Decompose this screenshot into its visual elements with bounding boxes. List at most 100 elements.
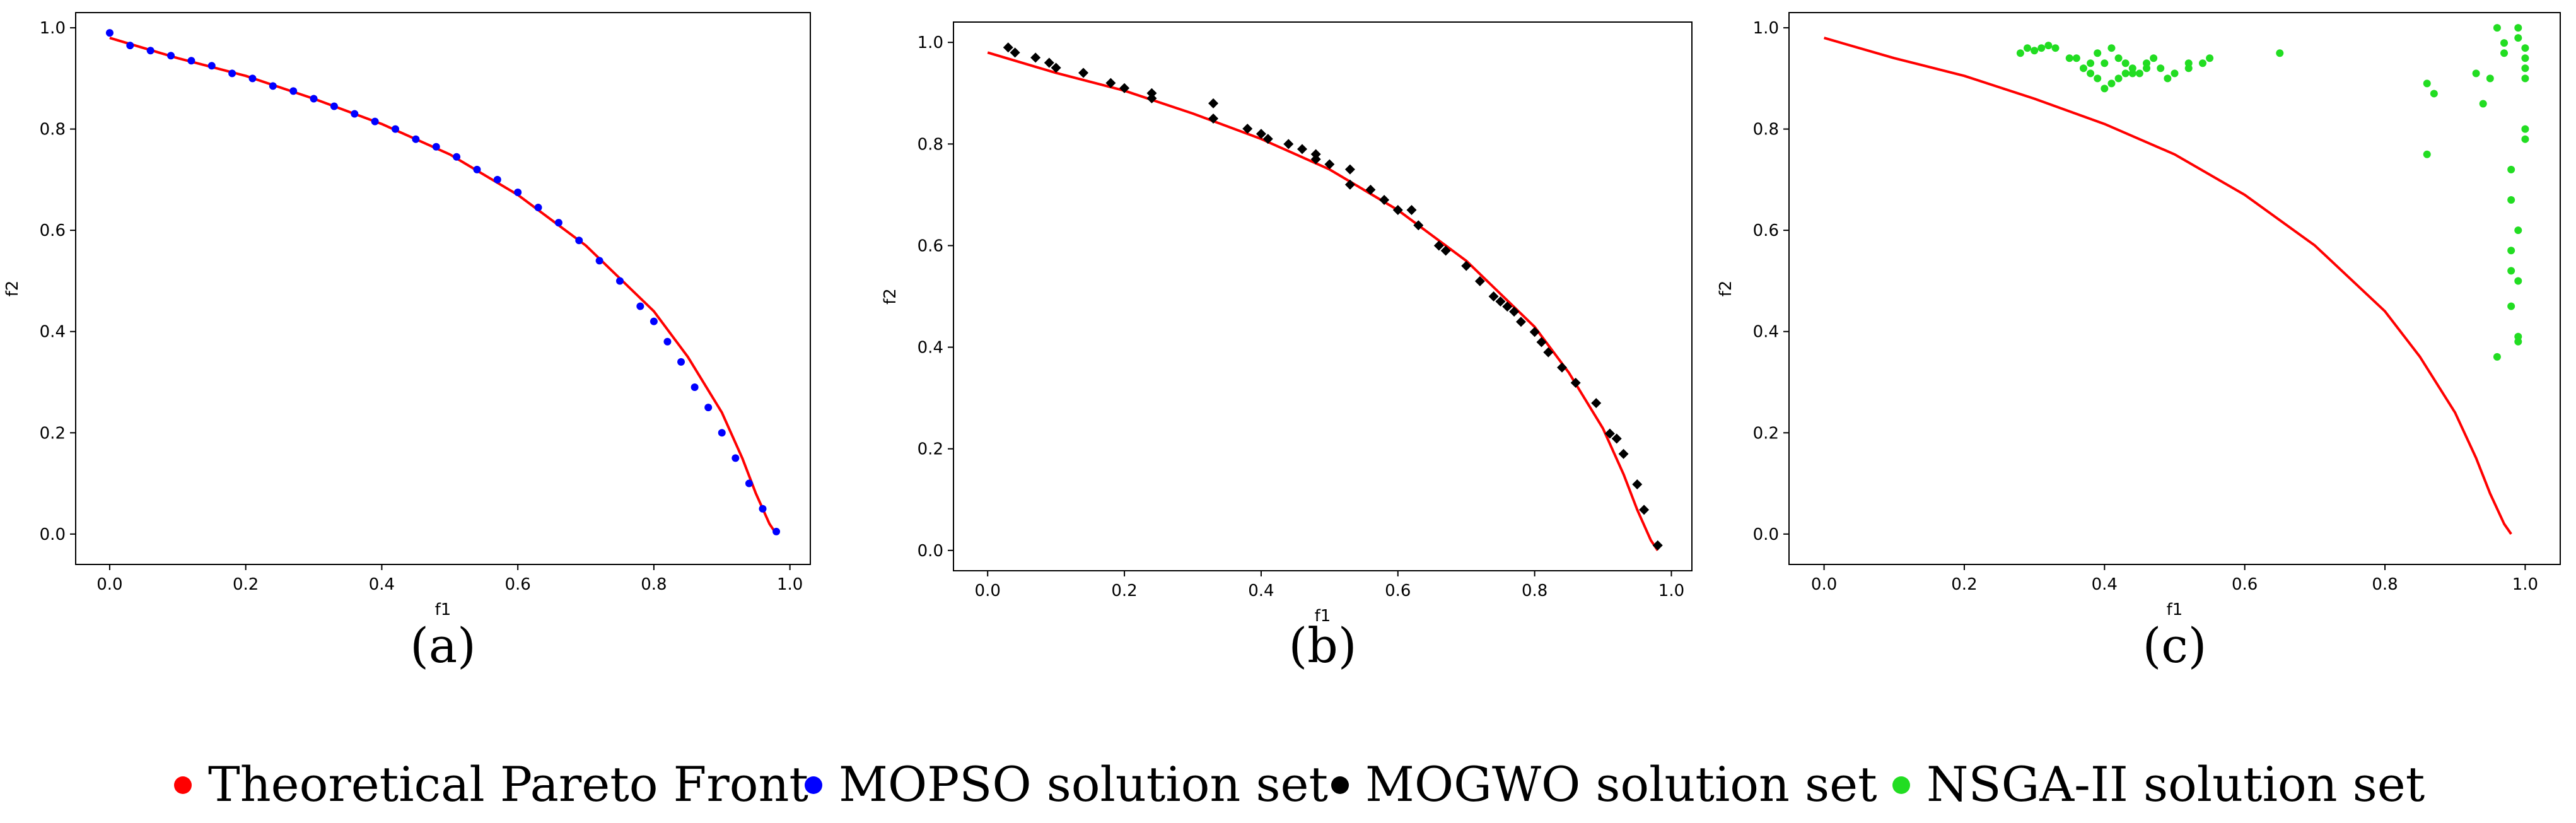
- data-point: [677, 358, 685, 366]
- data-point: [1474, 276, 1485, 286]
- data-point: [691, 383, 699, 392]
- y-tick-label: 0.4: [1753, 323, 1779, 342]
- data-point: [2521, 54, 2529, 62]
- data-point: [534, 204, 542, 212]
- data-point: [2276, 49, 2284, 57]
- x-tick-label: 0.0: [975, 581, 1001, 600]
- legend-marker: [805, 776, 822, 794]
- data-point: [2044, 42, 2053, 50]
- data-point: [731, 454, 740, 462]
- data-point: [2128, 69, 2136, 78]
- x-axis-label: f1: [1315, 607, 1331, 626]
- data-point: [1379, 194, 1390, 205]
- data-point: [391, 125, 399, 133]
- x-tick-label: 1.0: [2512, 575, 2538, 594]
- data-point: [1146, 88, 1157, 98]
- y-axis-label: f2: [881, 288, 900, 305]
- data-point: [745, 479, 753, 487]
- data-point: [595, 257, 603, 265]
- data-point: [1003, 42, 1013, 53]
- data-point: [351, 110, 359, 118]
- data-point: [105, 29, 114, 37]
- x-axis-label: f1: [2167, 600, 2183, 619]
- data-point: [615, 277, 624, 285]
- data-point: [1632, 479, 1643, 490]
- data-point: [2135, 69, 2143, 78]
- data-point: [1242, 124, 1253, 134]
- y-tick-label: 0.2: [918, 440, 943, 459]
- data-point: [1543, 347, 1554, 358]
- data-point: [2150, 54, 2158, 62]
- data-point: [1440, 245, 1451, 256]
- data-point: [1433, 240, 1444, 251]
- data-point: [1105, 78, 1116, 88]
- x-tick-label: 0.2: [1951, 575, 1977, 594]
- data-point: [1495, 296, 1506, 307]
- y-tick-label: 0.0: [1753, 525, 1779, 544]
- data-point: [493, 175, 501, 184]
- data-point: [2507, 165, 2515, 173]
- data-point: [2521, 64, 2529, 73]
- data-point: [207, 62, 216, 70]
- y-tick-label: 0.4: [40, 323, 66, 342]
- y-tick-label: 0.4: [918, 339, 943, 358]
- panel-b: 0.0 0.2 0.4 0.6 0.8 1.0 0.0 0.2 0.4 0.6 0.8 1.0 f1 f2…: [881, 21, 1693, 674]
- data-point: [228, 69, 236, 78]
- data-point: [650, 317, 658, 325]
- data-point: [2094, 74, 2102, 83]
- data-point: [2206, 54, 2214, 62]
- data-point: [2143, 64, 2151, 73]
- data-point: [1392, 205, 1403, 216]
- data-point: [2087, 69, 2095, 78]
- data-point: [2164, 74, 2172, 83]
- data-point: [1324, 159, 1335, 170]
- data-point: [636, 302, 644, 310]
- panel-label: (b): [1289, 617, 1357, 674]
- data-point: [1044, 57, 1054, 68]
- data-point: [2500, 39, 2509, 47]
- data-point: [772, 527, 781, 535]
- data-point: [1536, 337, 1547, 347]
- data-point: [1618, 448, 1629, 459]
- legend-label: MOPSO solution set: [839, 756, 1328, 812]
- x-tick-label: 0.6: [2232, 575, 2258, 594]
- legend-label: NSGA-II solution set: [1926, 756, 2425, 812]
- data-point: [1406, 205, 1417, 216]
- data-point: [2107, 79, 2116, 88]
- data-point: [2507, 267, 2515, 275]
- data-point: [2514, 24, 2522, 32]
- x-tick-label: 0.6: [1385, 581, 1411, 600]
- x-tick-label: 0.0: [1811, 575, 1837, 594]
- data-point: [2024, 44, 2032, 52]
- data-point: [1208, 114, 1219, 124]
- data-point: [1310, 149, 1321, 160]
- data-point: [2521, 74, 2529, 83]
- data-point: [1488, 291, 1499, 301]
- data-point: [2521, 44, 2529, 52]
- data-point: [248, 74, 257, 83]
- pareto-front-line: [1824, 37, 2512, 535]
- data-point: [1413, 220, 1424, 231]
- y-tick-label: 0.6: [40, 221, 66, 240]
- data-point: [2157, 64, 2165, 73]
- data-point: [514, 188, 522, 196]
- data-point: [167, 52, 175, 60]
- data-point: [453, 153, 461, 161]
- data-point: [1509, 306, 1520, 317]
- legend-marker: [174, 776, 192, 794]
- y-tick-label: 0.0: [918, 542, 943, 561]
- y-tick-label: 1.0: [1753, 19, 1779, 38]
- data-point: [1365, 184, 1376, 195]
- data-point: [1283, 139, 1294, 149]
- data-point: [2065, 54, 2073, 62]
- data-point: [1502, 301, 1513, 312]
- data-point: [1529, 327, 1540, 337]
- data-point: [1030, 52, 1041, 63]
- x-tick-label: 0.6: [504, 575, 530, 594]
- legend-marker: [1892, 776, 1910, 794]
- data-point: [2101, 59, 2109, 67]
- x-tick-label: 1.0: [1658, 581, 1684, 600]
- data-point: [2016, 49, 2024, 57]
- y-tick-label: 0.8: [918, 135, 943, 154]
